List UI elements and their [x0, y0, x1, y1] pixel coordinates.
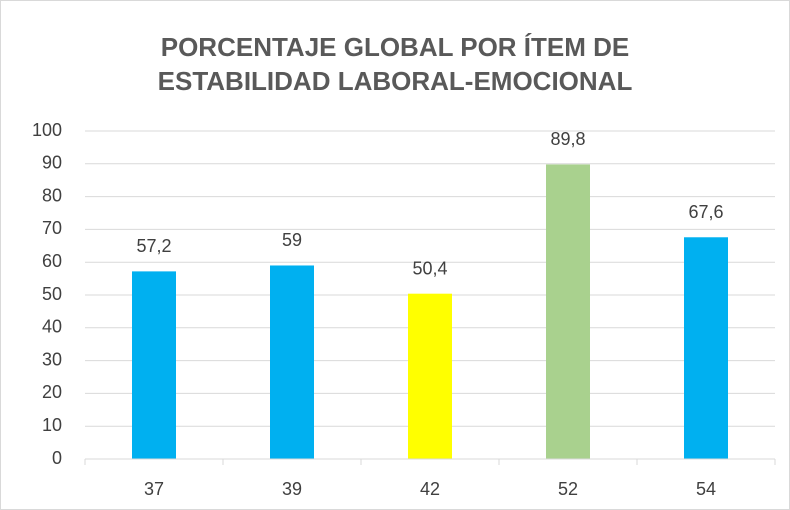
value-label: 57,2: [136, 236, 171, 256]
value-label: 59: [282, 230, 302, 250]
x-tick-label: 54: [696, 479, 716, 499]
x-tick-label: 39: [282, 479, 302, 499]
y-tick-label: 80: [42, 185, 62, 205]
value-label: 50,4: [412, 258, 447, 278]
y-tick-label: 0: [52, 448, 62, 468]
bar: [132, 271, 176, 459]
y-tick-label: 100: [32, 120, 62, 140]
bar: [546, 164, 590, 459]
y-tick-label: 60: [42, 251, 62, 271]
y-tick-label: 50: [42, 284, 62, 304]
y-tick-label: 90: [42, 153, 62, 173]
bar: [270, 265, 314, 459]
x-tick-label: 52: [558, 479, 578, 499]
x-tick-label: 37: [144, 479, 164, 499]
y-tick-label: 10: [42, 415, 62, 435]
y-tick-label: 70: [42, 218, 62, 238]
x-tick-label: 42: [420, 479, 440, 499]
value-label: 89,8: [550, 129, 585, 149]
bar: [684, 237, 728, 459]
value-label: 67,6: [688, 202, 723, 222]
y-tick-label: 40: [42, 317, 62, 337]
y-tick-label: 20: [42, 382, 62, 402]
y-tick-label: 30: [42, 349, 62, 369]
chart-title: PORCENTAJE GLOBAL POR ÍTEM DE ESTABILIDA…: [157, 32, 633, 96]
bar: [408, 293, 452, 459]
